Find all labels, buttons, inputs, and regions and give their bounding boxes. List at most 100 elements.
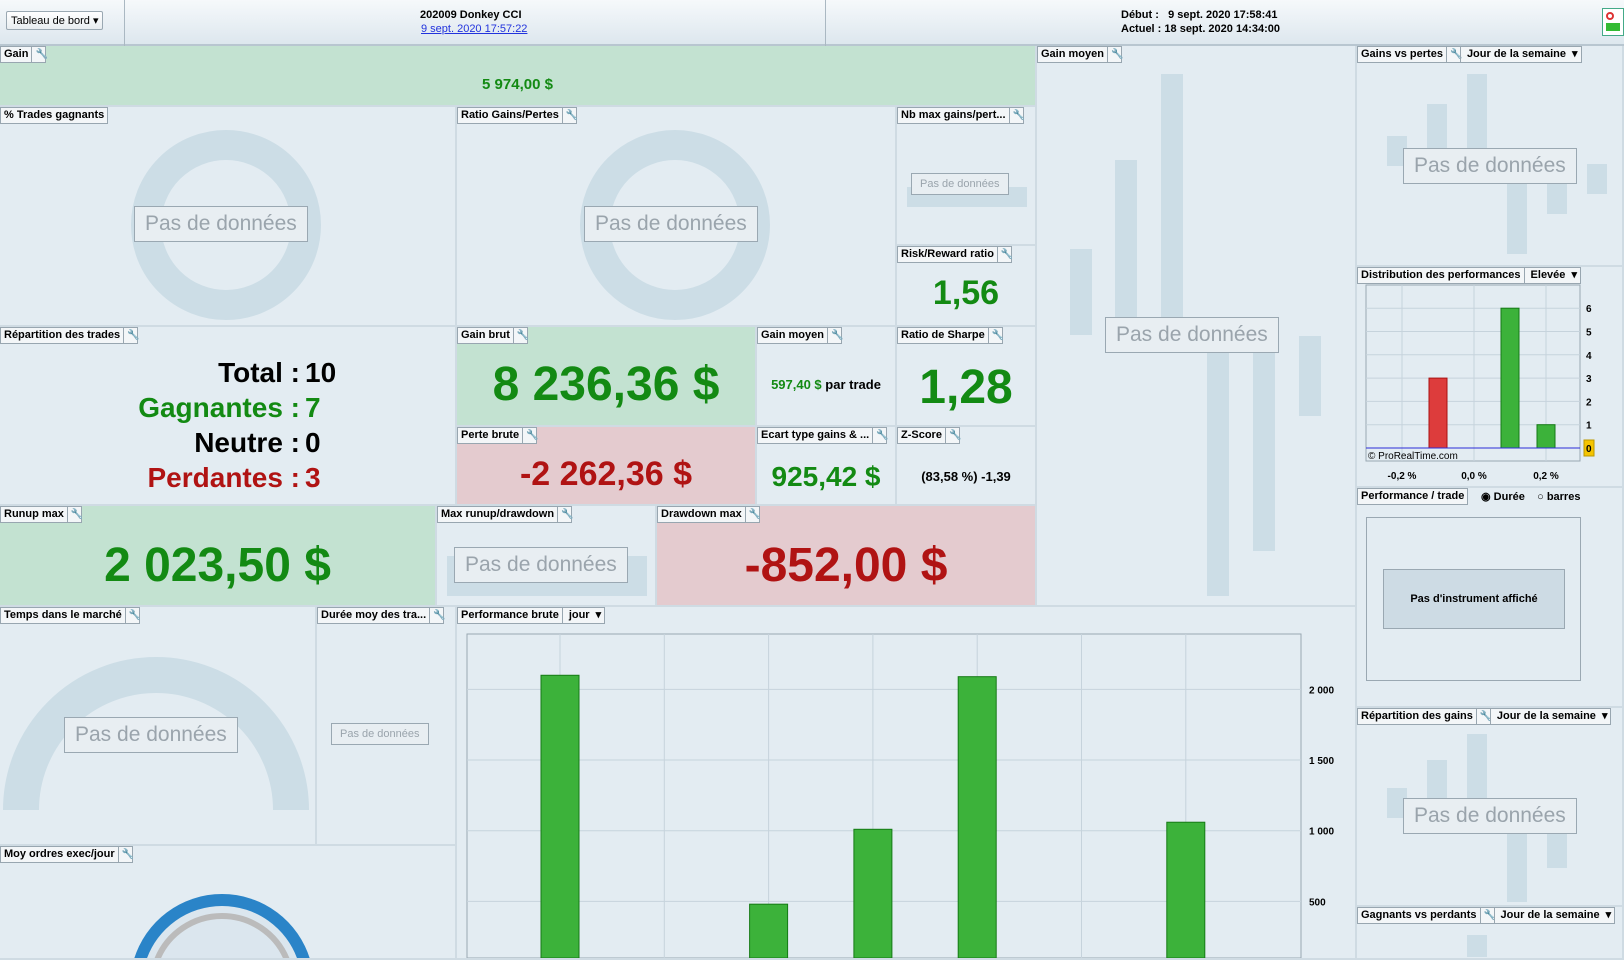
bar: [1536, 424, 1556, 449]
neutral-value: 0: [305, 427, 321, 458]
wrench-icon[interactable]: 🔧: [561, 108, 578, 123]
panel-repartition-gains: Répartition des gains 🔧 Jour de la semaine…: [1357, 708, 1624, 907]
no-data-label: Pas de données: [584, 206, 758, 242]
total-value: 10: [305, 357, 337, 388]
plot-frame: [1365, 284, 1581, 462]
system-name: 202009 Donkey CCI: [420, 9, 522, 21]
radio-barres[interactable]: ○: [1537, 491, 1544, 503]
no-data-label: Pas de données: [454, 547, 628, 583]
bar: [1166, 821, 1206, 958]
wrench-icon[interactable]: 🔧: [117, 847, 134, 862]
current-value: 18 sept. 2020 14:34:00: [1164, 23, 1280, 35]
bar: [1500, 307, 1520, 449]
wrench-icon[interactable]: 🔧: [124, 608, 141, 623]
plot-frame: [466, 633, 1302, 958]
wrench-icon[interactable]: 🔧: [1445, 47, 1462, 62]
wrench-icon[interactable]: 🔧: [522, 428, 539, 443]
x-tick-label: 0,0 %: [1461, 471, 1487, 482]
wrench-icon[interactable]: 🔧: [512, 328, 529, 343]
y-tick-label: 1 000: [1309, 827, 1334, 838]
lose-row: Perdantes :: [147, 462, 301, 493]
y-tick-label: 1 500: [1309, 756, 1334, 767]
panel-gain-moyen: Gain moyen 🔧 597,40 $ par trade: [757, 327, 897, 427]
ecart-type-value: 925,42 $: [771, 461, 881, 492]
wrench-icon[interactable]: 🔧: [429, 608, 446, 623]
x-tick-label: 0,2 %: [1533, 471, 1559, 482]
wrench-icon[interactable]: 🔧: [1479, 908, 1496, 923]
top-header: Tableau de bord ▾ 202009 Donkey CCI 9 se…: [0, 0, 1624, 46]
per-trade-label: par trade: [825, 377, 881, 392]
no-data-label: Pas de données: [1403, 798, 1577, 834]
weekday-select[interactable]: Jour de la semaine ▾: [1493, 908, 1615, 923]
bar: [957, 676, 997, 958]
y-tick-label: 1: [1586, 421, 1592, 432]
panel-gagnants-perdants: Gagnants vs perdants 🔧 Jour de la semaine …: [1357, 907, 1624, 960]
gain-moyen-value: 597,40 $: [771, 377, 822, 392]
period-select[interactable]: jour ▾: [561, 608, 604, 623]
y-tick-label: 0: [1586, 444, 1592, 455]
bar: [749, 903, 789, 958]
wrench-icon[interactable]: 🔧: [744, 507, 761, 522]
start-label: Début :: [1121, 9, 1159, 21]
current-value-marker: [1583, 439, 1595, 457]
panel-duree-moy: Durée moy des tra... 🔧 Pas de données: [317, 607, 457, 846]
panel-drawdown: Drawdown max 🔧 -852,00 $: [657, 506, 1037, 607]
weekday-select[interactable]: Jour de la semaine ▾: [1489, 709, 1611, 724]
no-data-label: Pas de données: [1105, 317, 1279, 353]
start-value: 9 sept. 2020 17:58:41: [1168, 9, 1278, 21]
wrench-icon[interactable]: 🔧: [944, 428, 961, 443]
y-tick-label: 6: [1586, 304, 1592, 315]
no-instrument-message: Pas d'instrument affiché: [1383, 569, 1565, 629]
panel-moy-ordres: Moy ordres exec/jour 🔧: [0, 846, 457, 960]
neutral-row: Neutre :: [194, 427, 300, 458]
y-tick-label: 4: [1586, 351, 1592, 362]
no-data-label: Pas de données: [911, 173, 1009, 195]
panel-gains-vs-pertes: Gains vs pertes 🔧 Jour de la semaine ▾ Pas…: [1357, 46, 1624, 267]
wrench-icon[interactable]: 🔧: [872, 428, 889, 443]
wrench-icon[interactable]: 🔧: [1106, 47, 1123, 62]
lose-value: 3: [305, 462, 321, 493]
performance-chart: 500 1 000 1 500 2 000: [466, 633, 1334, 958]
panel-gain: Gain 🔧 5 974,00 $: [0, 46, 1037, 107]
panel-risk-reward: Risk/Reward ratio 🔧 1,56: [897, 246, 1037, 327]
bar: [540, 674, 580, 958]
no-data-label: Pas de données: [64, 717, 238, 753]
bar: [853, 828, 893, 958]
gain-brut-value: 8 236,36 $: [492, 358, 720, 411]
wrench-icon[interactable]: 🔧: [987, 328, 1004, 343]
bar: [1428, 377, 1448, 449]
radio-duree[interactable]: ◉: [1481, 491, 1491, 503]
wrench-icon[interactable]: 🔧: [996, 247, 1013, 262]
panel-perf-brute: Performance brute jour ▾ 500 1 000 1 500 2 0…: [457, 607, 1357, 960]
panel-win-pct: % Trades gagnants Pas de données: [0, 107, 457, 327]
x-tick-label: -0,2 %: [1388, 471, 1417, 482]
wrench-icon[interactable]: 🔧: [66, 507, 83, 522]
sharpe-value: 1,28: [919, 361, 1013, 414]
weekday-select[interactable]: Jour de la semaine ▾: [1459, 47, 1581, 62]
y-tick-label: 5: [1586, 328, 1592, 339]
gain-value: 5 974,00 $: [482, 76, 553, 93]
wrench-icon[interactable]: 🔧: [1475, 709, 1492, 724]
y-tick-label: 500: [1309, 897, 1326, 908]
y-tick-label: 2: [1586, 397, 1592, 408]
total-row: Total :: [218, 357, 300, 388]
wrench-icon[interactable]: 🔧: [123, 328, 140, 343]
dashboard-menu-button[interactable]: Tableau de bord ▾: [6, 11, 104, 30]
wrench-icon[interactable]: 🔧: [1008, 108, 1025, 123]
no-data-label: Pas de données: [134, 206, 308, 242]
win-value: 7: [305, 392, 321, 423]
level-select[interactable]: Elevée ▾: [1523, 268, 1580, 283]
panel-perte-brute: Perte brute 🔧 -2 262,36 $: [457, 427, 757, 506]
wrench-icon[interactable]: 🔧: [826, 328, 843, 343]
risk-reward-value: 1,56: [932, 274, 1000, 312]
gauge-placeholder-icon: [3, 657, 309, 811]
system-date-link[interactable]: 9 sept. 2020 17:57:22: [421, 23, 528, 35]
panel-max-runup-dd: Max runup/drawdown 🔧 Pas de données: [437, 506, 657, 607]
runup-value: 2 023,50 $: [104, 539, 331, 592]
watermark: © ProRealTime.com: [1368, 451, 1458, 462]
panel-nb-max: Nb max gains/pert... 🔧 Pas de données: [897, 107, 1037, 246]
y-tick-label: 3: [1586, 374, 1592, 385]
wrench-icon[interactable]: 🔧: [557, 507, 574, 522]
app-chart-icon[interactable]: [1602, 8, 1624, 36]
wrench-icon[interactable]: 🔧: [31, 47, 48, 62]
